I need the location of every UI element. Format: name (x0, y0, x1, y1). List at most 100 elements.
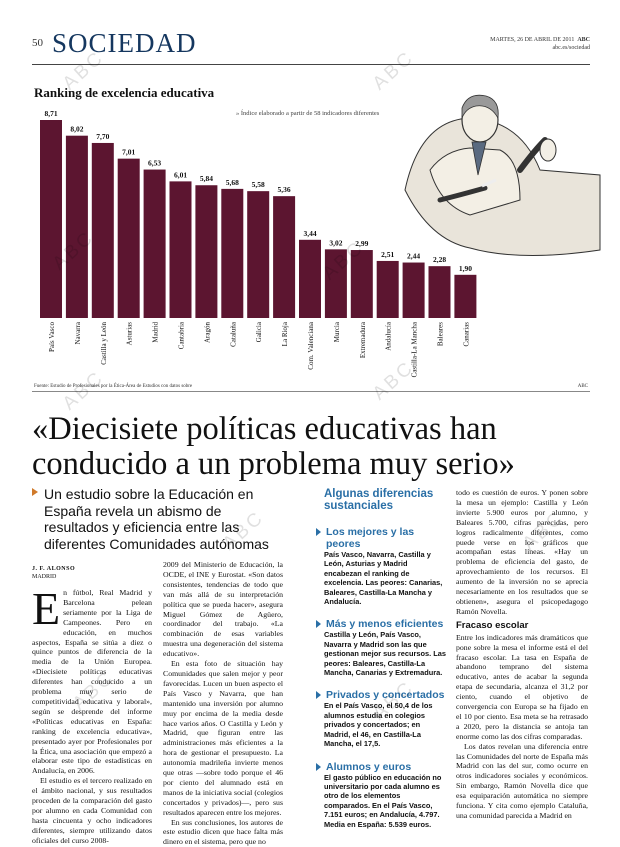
bar-15 (402, 262, 425, 318)
sidebar-item: Los mejores y las peores País Vasco, Nav… (316, 526, 446, 607)
body-column-2: 2009 del Ministerio de Educación, la OCD… (163, 560, 283, 847)
sidebar-item-heading: Más y menos eficientes (326, 618, 444, 631)
category-label: Andalucía (385, 321, 393, 351)
category-label: Asturias (126, 322, 134, 346)
date-line: MARTES, 26 DE ABRIL DE 2011 ABC abc.es/s… (490, 36, 590, 52)
category-label: Castilla y León (100, 322, 108, 365)
category-label: Com. Valenciana (307, 321, 315, 370)
bar-8 (221, 188, 244, 318)
bar-13 (350, 250, 373, 318)
section-title: SOCIEDAD (52, 28, 197, 58)
category-label: Navarra (74, 321, 82, 344)
ranking-chart: 8,71 País Vasco 8,02 Navarra 7,70 Castilla y … (40, 94, 601, 377)
headline: «Diecisiete políticas educativas han con… (32, 411, 515, 482)
chart-source: Fuente: Estudio de Profesionales por la … (34, 384, 193, 389)
bar-16 (428, 266, 451, 318)
bar-3 (91, 142, 114, 318)
bar-12 (324, 249, 347, 318)
paragraph: Entre los indicadores más dramáticos que… (456, 632, 588, 741)
category-label: Galicia (255, 321, 263, 342)
paragraph: Los datos revelan una diferencia entre l… (456, 741, 588, 820)
bar-4 (117, 158, 140, 318)
sidebar-item: Más y menos eficientes Castilla y León, … (316, 618, 446, 678)
bar-5 (143, 169, 166, 318)
bar-value-label: 5,36 (278, 185, 291, 194)
category-label: Baleares (437, 322, 445, 346)
sidebar-item-heading: Privados y concertados (326, 689, 445, 702)
bar-9 (247, 191, 270, 318)
bar-value-label: 1,90 (459, 264, 472, 273)
category-label: Castilla-La Mancha (411, 321, 419, 377)
bar-value-label: 5,58 (252, 180, 265, 189)
sidebar-box: Algunas diferencias sustanciales Los mej… (316, 488, 446, 841)
bar-value-label: 8,71 (44, 109, 57, 118)
bar-1 (40, 120, 62, 318)
bar-7 (195, 185, 218, 318)
arrow-right-icon (316, 691, 321, 700)
category-label: Cataluña (229, 321, 237, 347)
bar-value-label: 3,02 (329, 238, 342, 247)
chart-rule (32, 391, 590, 392)
arrow-right-icon (316, 620, 321, 629)
paragraph: todo es cuestión de euros. Y ponen sobre… (456, 488, 588, 616)
bar-value-label: 7,70 (96, 132, 109, 141)
bar-value-label: 2,44 (407, 252, 420, 261)
category-label: Canarias (462, 322, 470, 347)
sidebar-item-body: País Vasco, Navarra, Castilla y León, As… (324, 550, 443, 607)
bar-value-label: 6,53 (148, 159, 161, 168)
paragraph: En esta foto de situación hay Comunidade… (163, 659, 283, 817)
sidebar-item: Alumnos y euros El gasto público en educ… (316, 760, 446, 829)
category-label: País Vasco (48, 322, 56, 353)
bar-6 (169, 181, 192, 318)
bar-value-label: 7,01 (122, 148, 135, 157)
sidebar-item: Privados y concertados En el País Vasco,… (316, 689, 446, 749)
dropcap: E (32, 583, 61, 634)
sidebar-item-body: El gasto público en educación no univers… (324, 772, 442, 829)
sidebar-title: Algunas diferencias sustanciales (324, 488, 434, 512)
bar-10 (273, 196, 296, 318)
bar-value-label: 2,28 (433, 255, 446, 264)
category-label: Madrid (152, 322, 160, 343)
sidebar-item-heading: Alumnos y euros (326, 760, 412, 773)
paragraph: El estudio es el tercero realizado en el… (32, 776, 152, 845)
category-label: La Rioja (281, 321, 289, 346)
teacher-illustration (404, 94, 601, 256)
header-rule (32, 64, 590, 65)
arrow-right-icon (316, 528, 321, 536)
publication-name: ABC (577, 37, 590, 43)
page-number: 50 (32, 37, 43, 49)
bar-11 (299, 239, 321, 318)
subheading: Fracaso escolar (456, 619, 529, 631)
sidebar-item-body: Castilla y León, País Vasco, Navarra y M… (324, 630, 446, 678)
bar-value-label: 3,44 (303, 229, 316, 238)
bar-value-label: 2,51 (381, 250, 394, 259)
bar-value-label: 6,01 (174, 170, 187, 179)
bar-17 (454, 274, 477, 318)
chart-note: » Índice elaborado a partir de 58 indica… (236, 110, 380, 117)
arrow-right-icon (316, 762, 321, 771)
paragraph: n fútbol, Real Madrid y Barcelona pelean… (32, 588, 152, 776)
bar-14 (376, 260, 399, 318)
chart-credit: ABC (577, 384, 588, 389)
dateline: MADRID (32, 574, 57, 580)
category-label: Cantabria (178, 321, 186, 349)
category-label: Aragón (203, 322, 211, 343)
sidebar-item-body: En el País Vasco, el 50,4 de los alumnos… (324, 701, 433, 749)
bar-value-label: 5,68 (226, 178, 239, 187)
bar-value-label: 5,84 (200, 174, 213, 183)
sidebar-item-heading: Los mejores y las peores (326, 526, 415, 550)
bar-value-label: 8,02 (70, 125, 83, 134)
issue-date: MARTES, 26 DE ABRIL DE 2011 (490, 37, 575, 43)
bar-value-label: 2,99 (355, 239, 368, 248)
chart-bars: 8,71 País Vasco 8,02 Navarra 7,70 Castilla y … (40, 109, 477, 377)
deck-arrow-icon (32, 488, 38, 496)
paragraph: 2009 del Ministerio de Educación, la OCD… (163, 560, 283, 659)
deck: Un estudio sobre la Educación en España … (44, 486, 269, 552)
bar-2 (65, 135, 88, 318)
website: abc.es/sociedad (552, 45, 590, 51)
category-label: Murcia (333, 321, 341, 342)
category-label: Extremadura (359, 321, 367, 358)
paragraph: En sus conclusiones, los autores de este… (163, 817, 283, 847)
body-column-1: E n fútbol, Real Madrid y Barcelona pele… (32, 583, 152, 846)
chart-title: Ranking de excelencia educativa (34, 85, 215, 100)
